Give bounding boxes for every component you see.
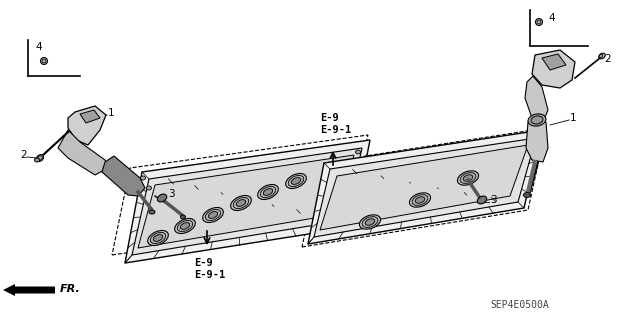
Ellipse shape — [141, 176, 145, 180]
Text: 4: 4 — [548, 13, 555, 23]
Ellipse shape — [180, 223, 189, 229]
Text: 1: 1 — [570, 113, 577, 123]
Polygon shape — [525, 76, 548, 122]
Ellipse shape — [285, 174, 307, 189]
Text: SEP4E0500A: SEP4E0500A — [490, 300, 548, 310]
Ellipse shape — [148, 231, 168, 246]
Polygon shape — [138, 155, 354, 248]
Ellipse shape — [477, 196, 486, 204]
Text: 3: 3 — [490, 195, 497, 205]
Ellipse shape — [415, 197, 425, 203]
Polygon shape — [542, 54, 566, 70]
Polygon shape — [532, 50, 575, 88]
Ellipse shape — [40, 57, 47, 64]
Ellipse shape — [260, 186, 276, 198]
Ellipse shape — [236, 200, 246, 206]
Ellipse shape — [42, 59, 46, 63]
Ellipse shape — [177, 220, 193, 232]
Ellipse shape — [157, 194, 166, 202]
Ellipse shape — [463, 175, 473, 181]
Ellipse shape — [38, 156, 42, 160]
Ellipse shape — [180, 215, 186, 219]
Ellipse shape — [175, 219, 195, 234]
Ellipse shape — [360, 215, 381, 229]
Ellipse shape — [149, 210, 155, 214]
Polygon shape — [125, 140, 370, 263]
Polygon shape — [58, 130, 108, 175]
Ellipse shape — [536, 19, 543, 26]
Ellipse shape — [524, 192, 531, 197]
Text: 1: 1 — [108, 108, 115, 118]
Ellipse shape — [291, 178, 301, 184]
Text: 4: 4 — [35, 42, 42, 52]
Ellipse shape — [209, 211, 218, 219]
Ellipse shape — [410, 193, 431, 207]
Ellipse shape — [362, 217, 378, 227]
Polygon shape — [320, 145, 528, 230]
Text: 2: 2 — [20, 150, 27, 160]
Ellipse shape — [365, 219, 375, 225]
Polygon shape — [132, 148, 362, 255]
Text: E-9: E-9 — [194, 258, 212, 268]
Text: E-9: E-9 — [320, 113, 339, 123]
Text: 3: 3 — [168, 189, 175, 199]
Text: E-9-1: E-9-1 — [320, 125, 351, 135]
Polygon shape — [68, 106, 106, 145]
Ellipse shape — [147, 186, 152, 190]
Ellipse shape — [230, 196, 252, 211]
FancyArrow shape — [3, 284, 55, 296]
Ellipse shape — [412, 195, 428, 205]
Ellipse shape — [528, 114, 546, 126]
Ellipse shape — [205, 209, 221, 221]
Polygon shape — [314, 138, 536, 237]
Ellipse shape — [35, 158, 40, 162]
Ellipse shape — [355, 150, 360, 154]
Ellipse shape — [154, 234, 163, 241]
Polygon shape — [102, 156, 145, 196]
Ellipse shape — [263, 189, 273, 195]
Ellipse shape — [288, 175, 304, 187]
Text: 2: 2 — [604, 54, 611, 64]
Ellipse shape — [460, 173, 476, 183]
Polygon shape — [526, 122, 548, 162]
Ellipse shape — [458, 171, 479, 185]
Ellipse shape — [258, 184, 278, 199]
Text: FR.: FR. — [60, 284, 81, 294]
Ellipse shape — [203, 207, 223, 223]
Ellipse shape — [537, 20, 541, 24]
Ellipse shape — [599, 54, 603, 58]
Ellipse shape — [233, 197, 249, 209]
Ellipse shape — [150, 232, 166, 244]
Ellipse shape — [531, 116, 543, 124]
Text: E-9-1: E-9-1 — [194, 270, 225, 280]
Ellipse shape — [599, 53, 605, 59]
Polygon shape — [308, 130, 542, 244]
Ellipse shape — [348, 219, 353, 223]
Ellipse shape — [36, 154, 44, 161]
Polygon shape — [80, 110, 100, 123]
